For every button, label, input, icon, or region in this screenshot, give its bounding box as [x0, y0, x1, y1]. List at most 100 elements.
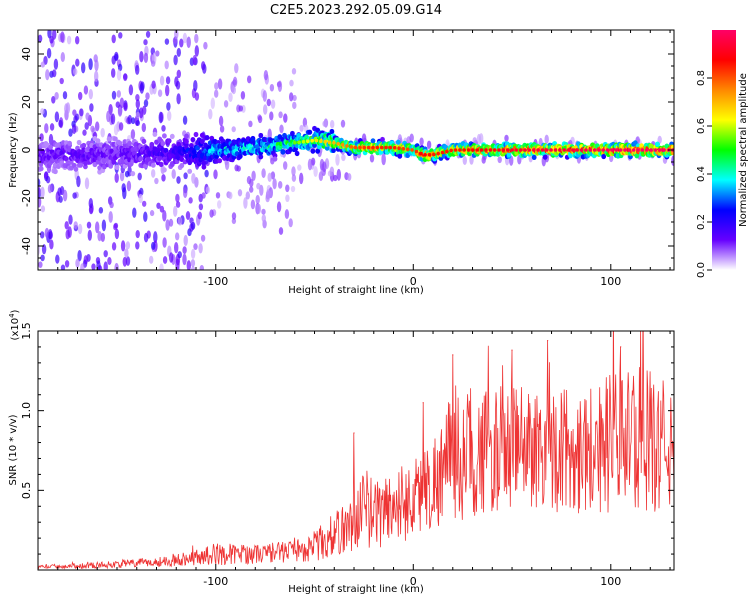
spectrogram-cell [151, 241, 156, 250]
spectrogram-cell [38, 166, 44, 172]
spectrogram-cell [497, 148, 501, 152]
spectrogram-cell [312, 142, 317, 148]
spectrogram-cell [231, 212, 237, 220]
snr-series [38, 331, 674, 570]
spectrogram-cell [285, 184, 290, 193]
spectrogram-cell [156, 202, 161, 209]
spectrogram-cell [145, 92, 150, 100]
spectrogram-cell [247, 75, 252, 84]
spectrogram-cell [40, 205, 46, 213]
spectrogram-cell [261, 214, 266, 223]
colorbar-tick-label: 0.8 [696, 70, 707, 86]
spectrogram-cell [523, 148, 527, 152]
snr-multiplier-close: ) [10, 309, 21, 313]
spectrogram-cell [514, 148, 519, 152]
spectrogram-cell [283, 161, 288, 170]
spectrogram-cell [236, 165, 241, 172]
spectrogram-cell [462, 156, 467, 165]
spectrogram-cell [198, 243, 203, 254]
spectrogram-cell [68, 128, 73, 137]
spectrogram-cell [168, 218, 174, 227]
spectrogram-cell [67, 140, 72, 146]
spectrogram-cell [371, 145, 375, 150]
spectrogram-cell [278, 181, 283, 189]
spectrogram-cell [270, 99, 276, 109]
spectrogram-cell [130, 129, 136, 140]
spectrogram-cell [405, 147, 410, 152]
spectrogram-cell [88, 197, 94, 209]
spectrogram-cell [182, 32, 188, 44]
spectrogram-cell [121, 183, 126, 193]
spectrogram-cell [159, 205, 165, 213]
spectrogram-cell [201, 164, 207, 170]
spectrogram-cell [634, 153, 640, 159]
spectrogram-cell [143, 99, 149, 108]
spectrogram-cell [217, 158, 223, 164]
snr-peak-point [547, 340, 549, 342]
spectrogram-cell [627, 148, 632, 152]
spectrogram-cell [291, 174, 297, 182]
spectrogram-cell [116, 90, 122, 98]
spectrogram-cell [209, 209, 214, 218]
spectrogram-cell [614, 148, 619, 152]
spectrogram-cell [188, 143, 194, 149]
spectrogram-cell [228, 92, 233, 102]
spectrogram-cell [64, 221, 69, 230]
spectrogram-cell [426, 140, 432, 150]
spectrogram-cell [76, 175, 81, 188]
spectrogram-cell [88, 88, 94, 100]
spectrogram-cell [137, 172, 142, 181]
spectrogram-cell [248, 120, 253, 128]
spectrogram-cell [143, 211, 148, 223]
spectrogram-cell [103, 261, 108, 270]
spectrogram-cell [155, 50, 160, 57]
spectrogram-cell [186, 36, 191, 49]
spectrogram-cell [194, 33, 199, 44]
spectrogram-cell [138, 193, 143, 204]
spectrogram-cell [476, 133, 482, 146]
spectrogram-cell [183, 172, 188, 180]
spectrogram-cell [232, 76, 238, 88]
spectrogram-cell [272, 156, 278, 162]
snr-x-ticks: -100 0 100 [57, 331, 671, 588]
spectrogram-cell [329, 128, 335, 135]
spectrogram-cell [510, 148, 514, 152]
spectrogram-y-tick-label: -40 [20, 237, 33, 255]
spectrogram-cell [290, 130, 295, 137]
spectrogram-cell [199, 264, 204, 270]
spectrogram-cell [345, 144, 349, 148]
spectrogram-cell [73, 68, 78, 76]
spectrogram-cell [111, 242, 117, 251]
spectrogram-cell [169, 252, 174, 263]
spectrogram-cell [95, 138, 101, 144]
spectrogram-cell [143, 232, 149, 243]
spectrogram-cell [318, 171, 324, 182]
spectrogram-cell [139, 50, 144, 63]
spectrogram-cell [64, 260, 70, 268]
spectrogram-cell [177, 216, 183, 226]
spectrogram-cell [505, 148, 510, 152]
spectrogram-cell [231, 217, 237, 225]
spectrogram-cell [183, 234, 188, 247]
spectrogram-cell [341, 154, 346, 162]
spectrogram-cell [127, 114, 132, 125]
spectrogram-cell [370, 138, 376, 144]
spectrogram-cell [299, 172, 304, 185]
spectrogram-cell [306, 139, 310, 143]
spectrogram-cell [440, 150, 445, 155]
spectrogram-cell [197, 211, 202, 220]
spectrogram-cell [644, 148, 649, 152]
spectrogram-cell [135, 64, 140, 75]
spectrogram-cell [335, 153, 340, 166]
spectrogram-cell [653, 148, 658, 152]
spectrogram-cell [182, 246, 187, 254]
spectrogram-cell [410, 148, 414, 152]
spectrogram-cell [182, 253, 187, 266]
spectrogram-cell [187, 168, 193, 174]
spectrogram-cell [194, 92, 200, 101]
spectrogram-cell [469, 155, 474, 165]
spectrogram-cell [549, 148, 553, 152]
spectrogram-cell [113, 124, 119, 136]
spectrogram-cell [481, 156, 486, 164]
spectrogram-cell [527, 148, 532, 152]
